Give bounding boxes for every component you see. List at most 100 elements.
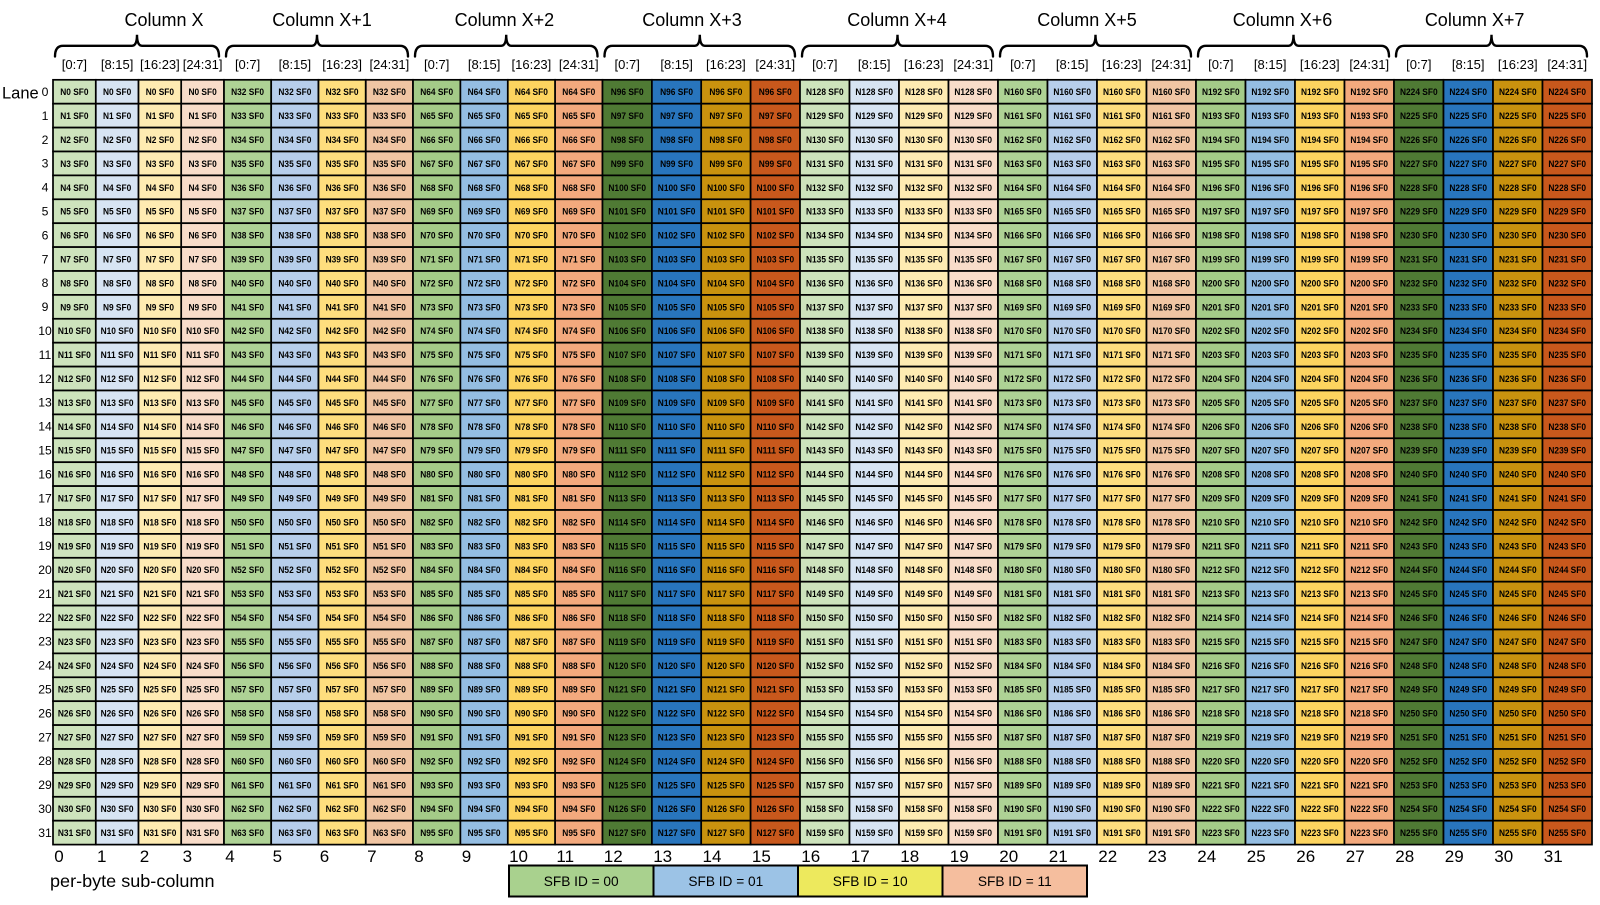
svg-text:N178 SF0: N178 SF0 xyxy=(1004,517,1042,528)
svg-text:N94 SF0: N94 SF0 xyxy=(420,804,453,815)
svg-text:N250 SF0: N250 SF0 xyxy=(1400,709,1438,720)
svg-text:N114 SF0: N114 SF0 xyxy=(608,517,646,528)
svg-text:N54 SF0: N54 SF0 xyxy=(326,613,359,624)
svg-text:N132 SF0: N132 SF0 xyxy=(905,183,943,194)
svg-text:N63 SF0: N63 SF0 xyxy=(373,828,406,839)
svg-text:N125 SF0: N125 SF0 xyxy=(608,780,646,791)
svg-text:N46 SF0: N46 SF0 xyxy=(373,422,406,433)
svg-text:N155 SF0: N155 SF0 xyxy=(954,733,992,744)
svg-text:N123 SF0: N123 SF0 xyxy=(608,733,646,744)
svg-text:N78 SF0: N78 SF0 xyxy=(515,422,548,433)
svg-text:N196 SF0: N196 SF0 xyxy=(1251,183,1289,194)
svg-text:N116 SF0: N116 SF0 xyxy=(608,565,646,576)
svg-text:N241 SF0: N241 SF0 xyxy=(1548,494,1586,505)
svg-text:N74 SF0: N74 SF0 xyxy=(420,326,453,337)
svg-text:N155 SF0: N155 SF0 xyxy=(905,733,943,744)
svg-text:N70 SF0: N70 SF0 xyxy=(468,231,501,242)
svg-text:[8:15]: [8:15] xyxy=(1452,57,1485,72)
svg-text:N129 SF0: N129 SF0 xyxy=(905,111,943,122)
svg-text:N247 SF0: N247 SF0 xyxy=(1449,637,1487,648)
svg-text:N122 SF0: N122 SF0 xyxy=(707,709,745,720)
svg-text:N171 SF0: N171 SF0 xyxy=(1152,350,1190,361)
svg-text:N77 SF0: N77 SF0 xyxy=(468,398,501,409)
svg-text:N44 SF0: N44 SF0 xyxy=(231,374,264,385)
svg-text:2: 2 xyxy=(42,133,49,147)
svg-text:N253 SF0: N253 SF0 xyxy=(1400,780,1438,791)
svg-text:N35 SF0: N35 SF0 xyxy=(278,159,311,170)
svg-text:N3 SF0: N3 SF0 xyxy=(146,159,174,170)
svg-text:N93 SF0: N93 SF0 xyxy=(420,780,453,791)
svg-text:N40 SF0: N40 SF0 xyxy=(231,278,264,289)
svg-text:N187 SF0: N187 SF0 xyxy=(1152,733,1190,744)
svg-text:N182 SF0: N182 SF0 xyxy=(1004,613,1042,624)
svg-text:N147 SF0: N147 SF0 xyxy=(954,541,992,552)
svg-text:N21 SF0: N21 SF0 xyxy=(186,589,219,600)
svg-text:N207 SF0: N207 SF0 xyxy=(1350,446,1388,457)
svg-text:N34 SF0: N34 SF0 xyxy=(231,135,264,146)
svg-text:N71 SF0: N71 SF0 xyxy=(562,255,595,266)
svg-text:N42 SF0: N42 SF0 xyxy=(231,326,264,337)
svg-text:N182 SF0: N182 SF0 xyxy=(1152,613,1190,624)
svg-text:N144 SF0: N144 SF0 xyxy=(905,470,943,481)
svg-text:N134 SF0: N134 SF0 xyxy=(905,231,943,242)
svg-text:N198 SF0: N198 SF0 xyxy=(1350,231,1388,242)
svg-text:N197 SF0: N197 SF0 xyxy=(1301,207,1339,218)
svg-text:N229 SF0: N229 SF0 xyxy=(1499,207,1537,218)
svg-text:N162 SF0: N162 SF0 xyxy=(1053,135,1091,146)
svg-text:N40 SF0: N40 SF0 xyxy=(278,278,311,289)
svg-text:N29 SF0: N29 SF0 xyxy=(143,780,176,791)
svg-text:N237 SF0: N237 SF0 xyxy=(1499,398,1537,409)
svg-text:N190 SF0: N190 SF0 xyxy=(1004,804,1042,815)
svg-text:26: 26 xyxy=(1296,847,1315,866)
svg-text:N196 SF0: N196 SF0 xyxy=(1202,183,1240,194)
svg-text:N26 SF0: N26 SF0 xyxy=(101,709,134,720)
svg-text:N98 SF0: N98 SF0 xyxy=(660,135,693,146)
svg-text:N82 SF0: N82 SF0 xyxy=(562,517,595,528)
svg-text:[0:7]: [0:7] xyxy=(424,57,449,72)
svg-text:N47 SF0: N47 SF0 xyxy=(278,446,311,457)
svg-text:N167 SF0: N167 SF0 xyxy=(1103,255,1141,266)
svg-text:N109 SF0: N109 SF0 xyxy=(707,398,745,409)
svg-text:N12 SF0: N12 SF0 xyxy=(186,374,219,385)
svg-text:N36 SF0: N36 SF0 xyxy=(231,183,264,194)
svg-text:N171 SF0: N171 SF0 xyxy=(1053,350,1091,361)
svg-text:N226 SF0: N226 SF0 xyxy=(1499,135,1537,146)
svg-text:N4 SF0: N4 SF0 xyxy=(146,183,174,194)
svg-text:24: 24 xyxy=(1197,847,1216,866)
svg-text:N56 SF0: N56 SF0 xyxy=(278,661,311,672)
svg-text:N249 SF0: N249 SF0 xyxy=(1400,685,1438,696)
svg-text:N102 SF0: N102 SF0 xyxy=(658,231,696,242)
svg-text:19: 19 xyxy=(38,539,52,553)
svg-text:N245 SF0: N245 SF0 xyxy=(1548,589,1586,600)
svg-text:Column X+5: Column X+5 xyxy=(1037,10,1137,30)
svg-text:N180 SF0: N180 SF0 xyxy=(1004,565,1042,576)
svg-text:N146 SF0: N146 SF0 xyxy=(954,517,992,528)
svg-text:N156 SF0: N156 SF0 xyxy=(855,756,893,767)
svg-text:N90 SF0: N90 SF0 xyxy=(468,709,501,720)
svg-text:N122 SF0: N122 SF0 xyxy=(608,709,646,720)
svg-text:N41 SF0: N41 SF0 xyxy=(326,302,359,313)
svg-text:N90 SF0: N90 SF0 xyxy=(562,709,595,720)
svg-text:N37 SF0: N37 SF0 xyxy=(231,207,264,218)
svg-text:N11 SF0: N11 SF0 xyxy=(101,350,134,361)
svg-text:N160 SF0: N160 SF0 xyxy=(1053,87,1091,98)
svg-text:N244 SF0: N244 SF0 xyxy=(1400,565,1438,576)
svg-text:N94 SF0: N94 SF0 xyxy=(468,804,501,815)
svg-text:N245 SF0: N245 SF0 xyxy=(1499,589,1537,600)
svg-text:N26 SF0: N26 SF0 xyxy=(58,709,91,720)
svg-text:N172 SF0: N172 SF0 xyxy=(1004,374,1042,385)
svg-text:N163 SF0: N163 SF0 xyxy=(1004,159,1042,170)
svg-text:N106 SF0: N106 SF0 xyxy=(608,326,646,337)
svg-text:N174 SF0: N174 SF0 xyxy=(1152,422,1190,433)
svg-text:N73 SF0: N73 SF0 xyxy=(420,302,453,313)
svg-text:N138 SF0: N138 SF0 xyxy=(954,326,992,337)
svg-text:N76 SF0: N76 SF0 xyxy=(420,374,453,385)
svg-text:N54 SF0: N54 SF0 xyxy=(278,613,311,624)
svg-text:N162 SF0: N162 SF0 xyxy=(1152,135,1190,146)
svg-text:N48 SF0: N48 SF0 xyxy=(231,470,264,481)
svg-text:10: 10 xyxy=(38,324,52,338)
svg-text:10: 10 xyxy=(509,847,528,866)
svg-text:N208 SF0: N208 SF0 xyxy=(1301,470,1339,481)
svg-text:N164 SF0: N164 SF0 xyxy=(1053,183,1091,194)
svg-text:N97 SF0: N97 SF0 xyxy=(611,111,644,122)
